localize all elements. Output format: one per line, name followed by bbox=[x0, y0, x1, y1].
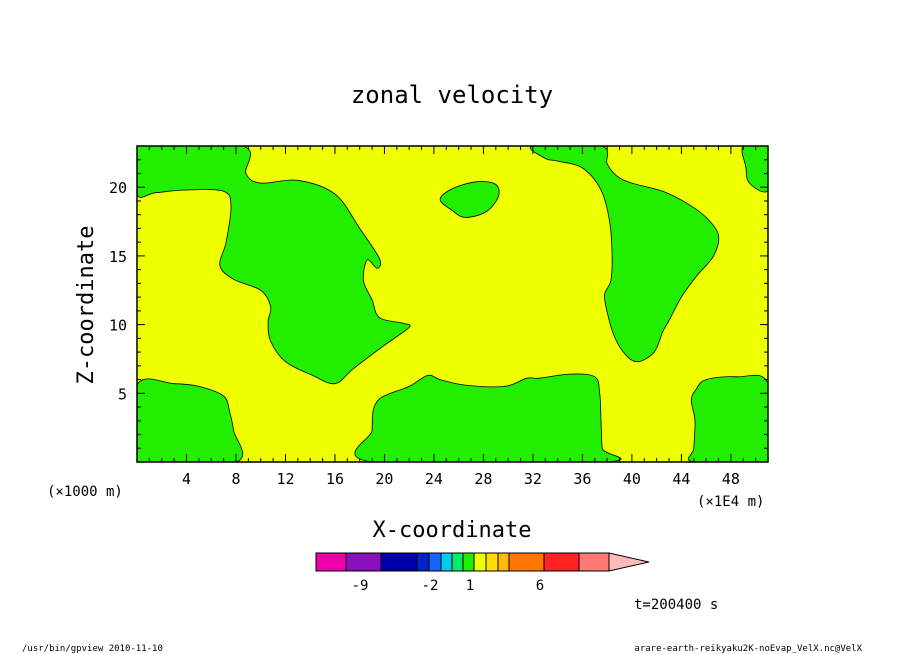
region-bottom-mid bbox=[354, 373, 622, 462]
footer-left: /usr/bin/gpview 2010-11-10 bbox=[22, 644, 163, 654]
x-axis-label: X-coordinate bbox=[373, 518, 532, 543]
x-tick-label: 20 bbox=[375, 470, 393, 488]
x-tick-label: 28 bbox=[474, 470, 492, 488]
x-tick-label: 24 bbox=[425, 470, 443, 488]
colorbar-swatch bbox=[451, 552, 464, 572]
region-right-column bbox=[529, 146, 720, 363]
region-top-left-strip bbox=[137, 146, 411, 385]
x-unit-right-label: (×1E4 m) bbox=[697, 494, 764, 510]
colorbar-arrow bbox=[608, 552, 650, 572]
chart-title: zonal velocity bbox=[351, 81, 553, 109]
plot-frame bbox=[136, 145, 769, 463]
x-tick-label: 48 bbox=[722, 470, 740, 488]
x-tick-label: 44 bbox=[672, 470, 690, 488]
colorbar-label: -9 bbox=[352, 578, 369, 594]
x-tick-label: 40 bbox=[623, 470, 641, 488]
x-tick-label: 4 bbox=[182, 470, 191, 488]
x-unit-label: (×1000 m) bbox=[47, 484, 123, 500]
y-tick-label: 15 bbox=[109, 248, 127, 266]
region-bottom-right bbox=[687, 374, 768, 462]
x-tick-label: 36 bbox=[573, 470, 591, 488]
y-tick-label: 20 bbox=[109, 179, 127, 197]
footer-right: arare-earth-reikyaku2K-noEvap_VelX.nc@Ve… bbox=[634, 644, 862, 654]
y-tick-label: 10 bbox=[109, 317, 127, 335]
colorbar-swatch bbox=[416, 552, 430, 572]
colorbar-swatch bbox=[578, 552, 610, 572]
colorbar-swatch bbox=[315, 552, 347, 572]
colorbar-label: 6 bbox=[536, 578, 544, 594]
colorbar-swatch bbox=[508, 552, 545, 572]
x-tick-label: 16 bbox=[326, 470, 344, 488]
colorbar-label: -2 bbox=[422, 578, 439, 594]
contour-regions bbox=[137, 146, 768, 462]
x-tick-label: 8 bbox=[231, 470, 240, 488]
colorbar-swatch bbox=[440, 552, 453, 572]
region-island-upper bbox=[439, 181, 500, 218]
colorbar-label: 1 bbox=[466, 578, 474, 594]
colorbar-swatch bbox=[543, 552, 580, 572]
colorbar-swatch bbox=[462, 552, 475, 572]
region-top-right-corner bbox=[741, 146, 768, 193]
time-label: t=200400 s bbox=[634, 597, 718, 613]
colorbar-swatch bbox=[497, 552, 510, 572]
colorbar-swatch bbox=[428, 552, 442, 572]
colorbar-swatch bbox=[485, 552, 499, 572]
x-tick-label: 12 bbox=[276, 470, 294, 488]
y-tick-label: 5 bbox=[118, 385, 127, 403]
colorbar-swatch bbox=[473, 552, 487, 572]
y-axis-label: Z-coordinate bbox=[74, 226, 99, 385]
colorbar: -9 -2 1 6 bbox=[315, 552, 650, 594]
x-tick-label: 32 bbox=[524, 470, 542, 488]
colorbar-swatch bbox=[345, 552, 382, 572]
colorbar-swatch bbox=[380, 552, 418, 572]
